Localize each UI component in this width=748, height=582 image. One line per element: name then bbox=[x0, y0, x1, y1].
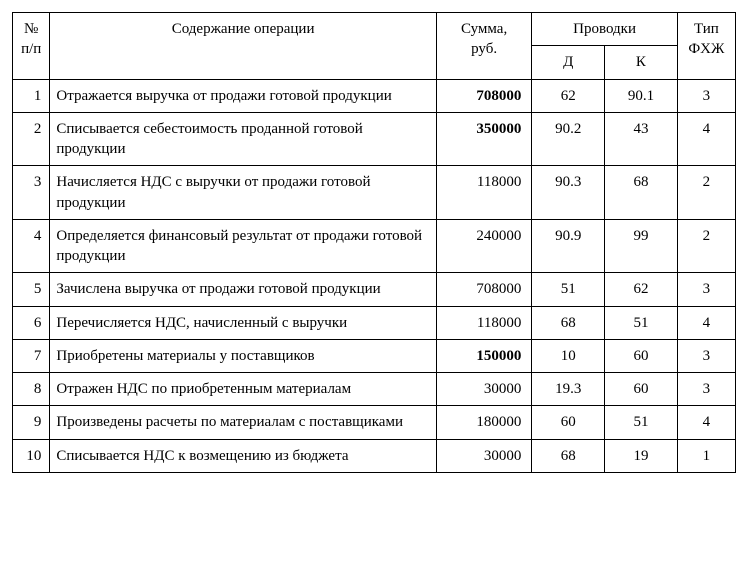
header-sum-line1: Сумма, bbox=[461, 21, 507, 37]
cell-num: 9 bbox=[13, 406, 50, 439]
cell-num: 4 bbox=[13, 219, 50, 273]
cell-type: 2 bbox=[677, 219, 735, 273]
table-row: 4Определяется финансовый результат от пр… bbox=[13, 219, 736, 273]
cell-sum: 180000 bbox=[436, 406, 532, 439]
table-row: 2 Списывается себестоимость проданной го… bbox=[13, 112, 736, 166]
cell-debit: 60 bbox=[532, 406, 605, 439]
cell-description: Перечисляется НДС, начисленный с выручки bbox=[50, 306, 436, 339]
cell-num: 8 bbox=[13, 373, 50, 406]
cell-debit: 90.9 bbox=[532, 219, 605, 273]
accounting-operations-table: № п/п Содержание операции Сумма, руб. Пр… bbox=[12, 12, 736, 473]
header-num-line2: п/п bbox=[21, 41, 41, 57]
header-sum-line2: руб. bbox=[471, 41, 497, 57]
header-type: Тип ФХЖ bbox=[677, 13, 735, 80]
cell-num: 6 bbox=[13, 306, 50, 339]
cell-sum: 350000 bbox=[436, 112, 532, 166]
cell-sum: 708000 bbox=[436, 273, 532, 306]
cell-num: 5 bbox=[13, 273, 50, 306]
cell-debit: 19.3 bbox=[532, 373, 605, 406]
header-num-line1: № bbox=[24, 21, 38, 37]
cell-type: 4 bbox=[677, 306, 735, 339]
cell-debit: 90.3 bbox=[532, 166, 605, 220]
cell-credit: 68 bbox=[605, 166, 678, 220]
cell-description: Приобретены материалы у поставщиков bbox=[50, 339, 436, 372]
header-type-line1: Тип bbox=[694, 21, 719, 37]
cell-credit: 60 bbox=[605, 373, 678, 406]
cell-debit: 68 bbox=[532, 439, 605, 472]
cell-credit: 90.1 bbox=[605, 79, 678, 112]
cell-debit: 62 bbox=[532, 79, 605, 112]
table-row: 1 Отражается выручка от продажи готовой … bbox=[13, 79, 736, 112]
cell-credit: 62 bbox=[605, 273, 678, 306]
cell-num: 2 bbox=[13, 112, 50, 166]
cell-sum: 240000 bbox=[436, 219, 532, 273]
header-credit: К bbox=[605, 46, 678, 79]
cell-description: Отражен НДС по приобретенным материалам bbox=[50, 373, 436, 406]
cell-debit: 68 bbox=[532, 306, 605, 339]
cell-type: 4 bbox=[677, 112, 735, 166]
cell-description: Определяется финансовый результат от про… bbox=[50, 219, 436, 273]
cell-num: 7 bbox=[13, 339, 50, 372]
cell-description: Зачислена выручка от продажи готовой про… bbox=[50, 273, 436, 306]
cell-description: Отражается выручка от продажи готовой пр… bbox=[50, 79, 436, 112]
cell-type: 3 bbox=[677, 273, 735, 306]
table-body: 1 Отражается выручка от продажи готовой … bbox=[13, 79, 736, 472]
cell-type: 4 bbox=[677, 406, 735, 439]
table-header: № п/п Содержание операции Сумма, руб. Пр… bbox=[13, 13, 736, 80]
header-type-line2: ФХЖ bbox=[688, 41, 724, 57]
cell-type: 3 bbox=[677, 339, 735, 372]
cell-credit: 99 bbox=[605, 219, 678, 273]
table-row: 7Приобретены материалы у поставщиков1500… bbox=[13, 339, 736, 372]
header-sum: Сумма, руб. bbox=[436, 13, 532, 80]
cell-description: Списывается НДС к возмещению из бюджета bbox=[50, 439, 436, 472]
cell-description: Списывается себестоимость проданной гото… bbox=[50, 112, 436, 166]
cell-sum: 30000 bbox=[436, 439, 532, 472]
cell-description: Начисляется НДС с выручки от продажи гот… bbox=[50, 166, 436, 220]
cell-num: 10 bbox=[13, 439, 50, 472]
cell-credit: 60 bbox=[605, 339, 678, 372]
cell-type: 1 bbox=[677, 439, 735, 472]
cell-num: 3 bbox=[13, 166, 50, 220]
cell-type: 3 bbox=[677, 79, 735, 112]
table-row: 3Начисляется НДС с выручки от продажи го… bbox=[13, 166, 736, 220]
cell-num: 1 bbox=[13, 79, 50, 112]
cell-credit: 51 bbox=[605, 406, 678, 439]
header-desc: Содержание операции bbox=[50, 13, 436, 80]
table-row: 8Отражен НДС по приобретенным материалам… bbox=[13, 373, 736, 406]
cell-type: 2 bbox=[677, 166, 735, 220]
table-row: 6Перечисляется НДС, начисленный с выручк… bbox=[13, 306, 736, 339]
cell-sum: 708000 bbox=[436, 79, 532, 112]
cell-sum: 118000 bbox=[436, 306, 532, 339]
cell-credit: 51 bbox=[605, 306, 678, 339]
cell-debit: 90.2 bbox=[532, 112, 605, 166]
table-row: 9 Произведены расчеты по материалам с по… bbox=[13, 406, 736, 439]
cell-type: 3 bbox=[677, 373, 735, 406]
table-row: 5Зачислена выручка от продажи готовой пр… bbox=[13, 273, 736, 306]
cell-sum: 118000 bbox=[436, 166, 532, 220]
header-entries-group: Проводки bbox=[532, 13, 677, 46]
table-row: 10Списывается НДС к возмещению из бюджет… bbox=[13, 439, 736, 472]
cell-description: Произведены расчеты по материалам с пост… bbox=[50, 406, 436, 439]
cell-sum: 150000 bbox=[436, 339, 532, 372]
cell-credit: 43 bbox=[605, 112, 678, 166]
header-num: № п/п bbox=[13, 13, 50, 80]
cell-credit: 19 bbox=[605, 439, 678, 472]
cell-debit: 51 bbox=[532, 273, 605, 306]
header-debit: Д bbox=[532, 46, 605, 79]
cell-debit: 10 bbox=[532, 339, 605, 372]
cell-sum: 30000 bbox=[436, 373, 532, 406]
